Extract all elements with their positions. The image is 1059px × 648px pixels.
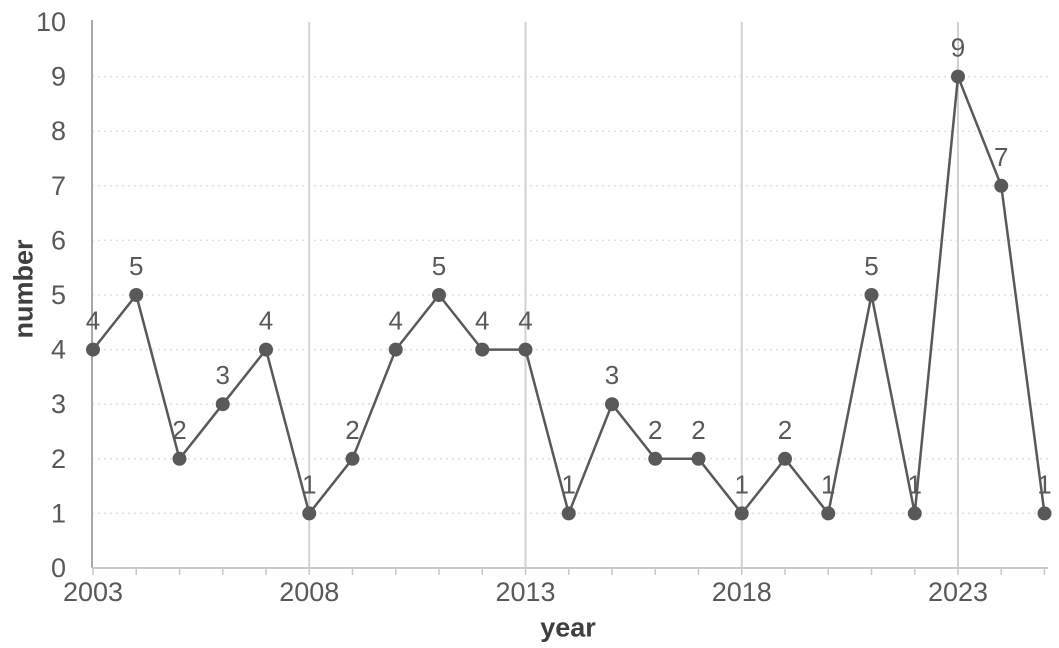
data-label: 1 [562, 469, 576, 499]
data-label: 1 [302, 469, 316, 499]
data-label: 5 [129, 251, 143, 281]
data-label: 2 [778, 415, 792, 445]
data-point [345, 451, 360, 466]
y-axis-tick-label: 6 [51, 225, 66, 255]
data-label: 5 [432, 251, 446, 281]
y-axis-title: number [8, 239, 39, 339]
y-axis-tick-label: 4 [51, 335, 66, 365]
y-axis-tick-label: 3 [51, 389, 66, 419]
data-point [605, 397, 619, 412]
data-label: 1 [1037, 469, 1051, 499]
data-label: 4 [518, 306, 532, 336]
y-axis-tick-label: 1 [51, 498, 66, 528]
x-axis-tick-label: 2023 [928, 577, 988, 607]
data-point [864, 288, 879, 302]
y-axis-tick-label: 8 [51, 116, 66, 146]
data-label: 1 [821, 469, 835, 499]
x-axis-title: year [540, 612, 596, 643]
data-point [561, 506, 576, 521]
data-point [734, 506, 749, 521]
x-axis-tick-label: 2003 [63, 577, 123, 607]
data-point [302, 506, 317, 521]
y-axis-tick-label: 10 [36, 7, 66, 37]
data-label: 4 [389, 306, 403, 336]
data-point [907, 506, 922, 521]
data-point [172, 451, 187, 466]
data-label: 3 [605, 360, 619, 390]
data-label: 2 [172, 415, 186, 445]
data-point [778, 451, 792, 466]
y-axis-tick-label: 0 [51, 553, 66, 583]
y-axis-tick-label: 7 [51, 171, 66, 201]
series-line [92, 75, 1046, 515]
data-point [951, 69, 965, 84]
data-point [388, 342, 403, 357]
data-label: 4 [259, 306, 273, 336]
x-axis-tick-label: 2018 [712, 577, 772, 607]
data-label: 1 [735, 469, 749, 499]
data-label: 2 [345, 415, 359, 445]
data-point [518, 342, 533, 357]
y-axis-tick-label: 9 [51, 62, 66, 92]
data-label: 7 [994, 142, 1008, 172]
x-axis-tick-label: 2013 [495, 577, 555, 607]
data-point [648, 451, 663, 466]
data-point [1037, 506, 1052, 521]
data-point [432, 288, 446, 302]
data-label: 4 [475, 306, 489, 336]
data-label: 5 [864, 251, 878, 281]
data-point [475, 342, 490, 357]
data-label: 2 [648, 415, 662, 445]
data-point [994, 178, 1009, 193]
data-label: 4 [86, 306, 100, 336]
data-point [259, 342, 273, 357]
data-point [821, 506, 836, 521]
y-axis-tick-label: 5 [51, 280, 66, 310]
data-label: 3 [216, 360, 230, 390]
data-label: 1 [908, 469, 922, 499]
data-label: 2 [691, 415, 705, 445]
x-axis-tick-label: 2008 [279, 577, 339, 607]
data-label: 9 [951, 33, 965, 63]
data-point [691, 451, 706, 466]
data-point [215, 397, 230, 412]
data-point [129, 288, 144, 302]
data-point [86, 342, 100, 357]
y-axis-tick-label: 2 [51, 444, 66, 474]
